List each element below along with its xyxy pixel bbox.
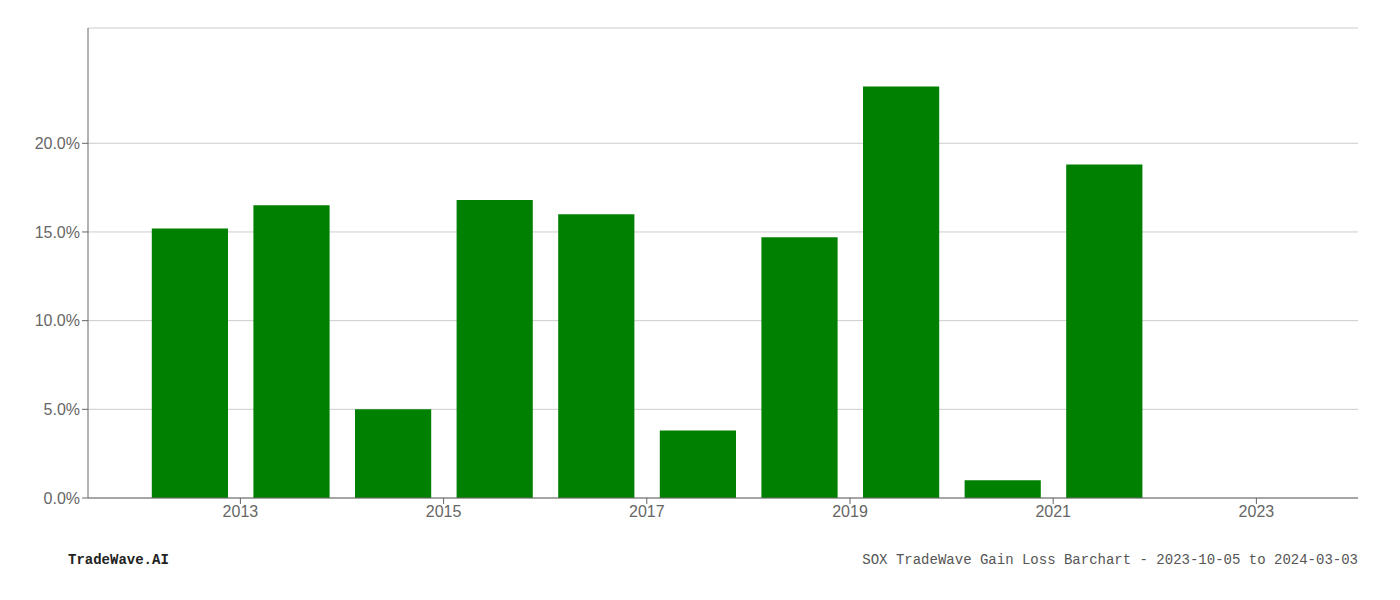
svg-text:20.0%: 20.0% <box>35 135 80 152</box>
svg-text:2019: 2019 <box>832 503 868 520</box>
svg-text:2015: 2015 <box>426 503 462 520</box>
html-text:SOX TradeWave Gain Loss Barcha: SOX TradeWave Gain Loss Barchart - 2023-… <box>862 552 1358 568</box>
svg-text:2013: 2013 <box>223 503 259 520</box>
svg-text:2017: 2017 <box>629 503 665 520</box>
svg-text:15.0%: 15.0% <box>35 224 80 241</box>
html-text:TradeWave.AI: TradeWave.AI <box>68 552 169 568</box>
svg-text:2021: 2021 <box>1035 503 1071 520</box>
svg-text:2023: 2023 <box>1239 503 1275 520</box>
svg-text:5.0%: 5.0% <box>44 401 80 418</box>
svg-text:0.0%: 0.0% <box>44 490 80 507</box>
svg-text:10.0%: 10.0% <box>35 312 80 329</box>
